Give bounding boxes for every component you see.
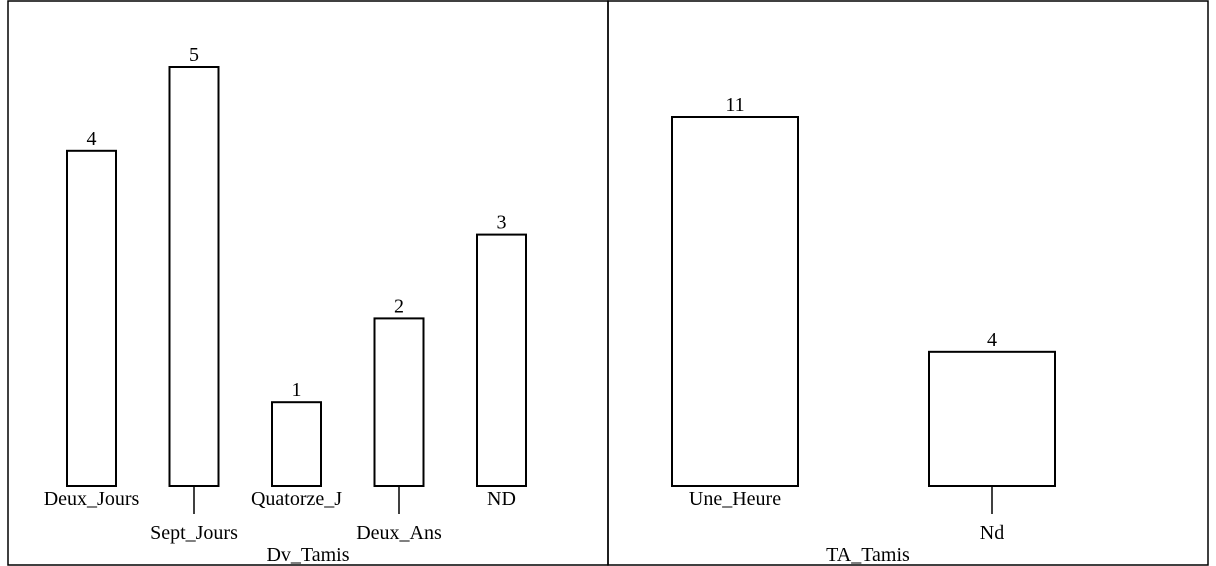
- category-label-deux-ans: Deux_Ans: [356, 522, 442, 544]
- bar-sept-jours: [168, 66, 220, 487]
- bar-quatorze-j: [271, 401, 322, 488]
- bar-nd: [928, 350, 1056, 487]
- category-label-deux-jours: Deux_Jours: [44, 488, 140, 510]
- value-label-sept-jours: 5: [189, 44, 199, 66]
- x-axis-label-ta-tamis: TA_Tamis: [826, 544, 910, 566]
- bar-nd: [476, 233, 527, 487]
- value-label-quatorze-j: 1: [292, 379, 302, 401]
- bar-deux-jours: [66, 149, 117, 488]
- value-label-nd: 4: [987, 329, 997, 351]
- value-label-deux-ans: 2: [394, 295, 404, 317]
- x-axis-label-dv-tamis: Dv_Tamis: [266, 544, 349, 566]
- category-label-nd: Nd: [980, 522, 1004, 544]
- category-label-une-heure: Une_Heure: [689, 488, 781, 510]
- category-label-nd: ND: [487, 488, 516, 510]
- category-label-quatorze-j: Quatorze_J: [251, 488, 342, 510]
- value-label-une-heure: 11: [725, 94, 744, 116]
- dv-tamis-chart: 4 Deux_Jours 5 Sept_Jours 1 Quatorze_J 2 Deux_A…: [44, 44, 527, 544]
- bar-deux-ans: [373, 317, 425, 487]
- value-label-deux-jours: 4: [87, 128, 97, 150]
- ta-tamis-chart: 11 Une_Heure 4 Nd: [671, 94, 1056, 544]
- category-label-sept-jours: Sept_Jours: [150, 522, 238, 544]
- bar-une-heure: [671, 116, 799, 487]
- value-label-nd: 3: [497, 212, 507, 234]
- right-panel-frame: [607, 0, 1209, 566]
